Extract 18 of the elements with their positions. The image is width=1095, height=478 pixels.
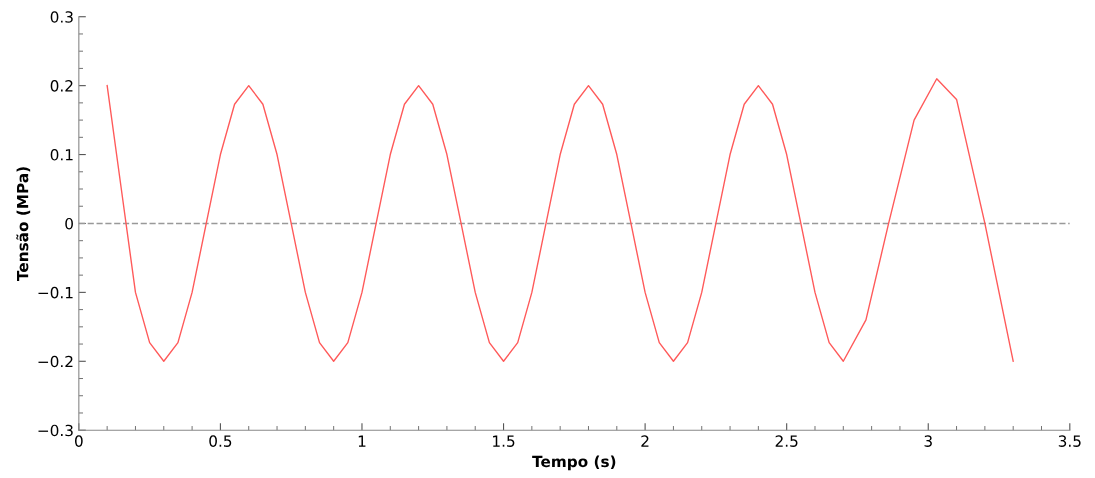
y-tick-label: 0	[65, 217, 73, 230]
x-tick-label: 2.5	[775, 435, 798, 447]
x-tick-label: 0	[74, 435, 83, 447]
y-tick-label: 0.2	[50, 80, 73, 92]
x-tick-label: 1	[358, 435, 366, 447]
x-tick-label: 1.5	[493, 435, 515, 447]
y-tick-label: 0.3	[50, 11, 73, 23]
y-tick-label: −0.3	[38, 424, 73, 437]
x-axis-title: Tempo (s)	[532, 455, 616, 471]
x-tick-label: 2	[641, 435, 649, 447]
y-axis-title: Tensão (MPa)	[16, 167, 31, 281]
y-tick-label: −0.1	[38, 286, 73, 299]
y-tick-label: −0.2	[38, 355, 73, 368]
line-series	[106, 78, 1014, 362]
x-tick-label: 3.5	[1058, 435, 1081, 447]
y-tick-label: 0.1	[50, 149, 73, 161]
x-tick-label: 3	[924, 435, 932, 447]
x-tick-label: 0.5	[209, 435, 232, 447]
